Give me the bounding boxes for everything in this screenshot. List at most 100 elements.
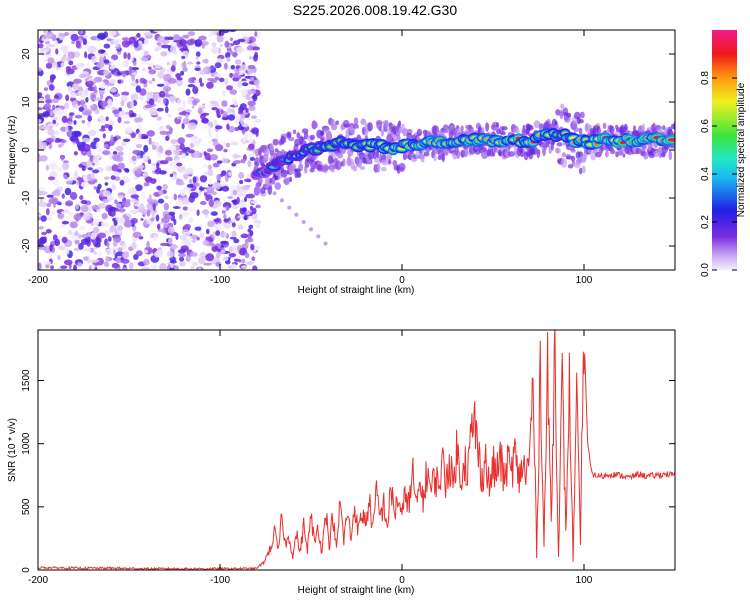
noise-mark xyxy=(145,55,152,59)
noise-mark xyxy=(199,232,205,239)
ridge-halo-mark xyxy=(573,127,580,132)
noise-mark xyxy=(231,98,237,103)
noise-mark xyxy=(129,262,134,270)
noise-mark xyxy=(46,31,54,39)
ridge-halo-mark xyxy=(367,122,373,132)
noise-mark xyxy=(244,196,248,202)
noise-mark xyxy=(188,217,194,224)
noise-mark xyxy=(106,38,112,42)
spectrogram-ytick-label: 10 xyxy=(21,96,32,108)
noise-mark xyxy=(229,37,233,42)
noise-mark xyxy=(50,76,55,83)
noise-mark xyxy=(191,239,197,243)
noise-mark xyxy=(60,45,69,52)
ridge-halo-mark xyxy=(538,123,543,132)
noise-mark xyxy=(231,263,237,270)
noise-mark xyxy=(150,217,155,222)
noise-mark xyxy=(110,246,118,251)
noise-mark xyxy=(249,157,255,161)
noise-mark xyxy=(133,176,139,180)
noise-mark xyxy=(220,250,226,254)
noise-mark xyxy=(130,93,139,102)
noise-mark xyxy=(92,219,100,227)
noise-mark xyxy=(146,209,151,217)
ridge-halo-mark xyxy=(469,128,474,134)
noise-mark xyxy=(109,79,116,84)
noise-mark xyxy=(117,79,122,84)
ridge-halo-mark xyxy=(504,150,511,158)
noise-mark xyxy=(221,90,226,96)
ridge-halo-mark xyxy=(641,123,646,132)
ridge-halo-mark xyxy=(566,112,572,118)
noise-mark xyxy=(223,218,229,223)
noise-mark xyxy=(148,69,157,75)
noise-mark xyxy=(244,241,249,248)
noise-mark xyxy=(86,248,92,252)
noise-mark xyxy=(110,175,116,180)
ridge-halo-mark xyxy=(622,153,626,158)
ridge-halo-mark xyxy=(423,151,430,157)
noise-mark xyxy=(102,133,106,139)
noise-mark xyxy=(120,258,130,264)
noise-mark xyxy=(116,51,122,55)
noise-mark xyxy=(173,193,178,201)
noise-mark xyxy=(181,55,186,60)
noise-mark xyxy=(240,233,249,239)
noise-mark xyxy=(99,81,106,90)
noise-mark xyxy=(146,130,155,137)
noise-mark xyxy=(130,67,140,71)
noise-mark xyxy=(198,77,203,84)
noise-mark xyxy=(80,181,90,188)
noise-mark xyxy=(60,154,64,161)
noise-mark xyxy=(143,83,148,88)
noise-mark xyxy=(143,144,149,153)
noise-mark xyxy=(245,209,251,215)
noise-mark xyxy=(112,248,116,255)
noise-mark xyxy=(74,114,83,119)
noise-mark xyxy=(226,107,232,115)
noise-mark xyxy=(93,137,100,142)
ridge-halo-mark xyxy=(573,162,581,169)
noise-mark xyxy=(164,195,169,200)
noise-mark xyxy=(150,209,154,216)
noise-mark xyxy=(45,217,53,221)
noise-mark xyxy=(93,226,100,234)
noise-mark xyxy=(88,265,92,270)
noise-mark xyxy=(38,67,43,72)
noise-mark xyxy=(156,223,161,230)
noise-mark xyxy=(49,84,55,91)
noise-mark xyxy=(127,52,131,60)
noise-mark xyxy=(231,162,237,167)
noise-mark xyxy=(45,208,50,216)
noise-mark xyxy=(185,88,191,96)
noise-mark xyxy=(130,209,136,214)
noise-mark xyxy=(173,218,177,226)
noise-mark xyxy=(56,167,64,172)
noise-mark xyxy=(221,185,230,192)
noise-mark xyxy=(182,99,186,108)
noise-mark xyxy=(188,77,195,84)
noise-mark xyxy=(241,123,249,128)
noise-mark xyxy=(153,94,158,102)
noise-mark xyxy=(223,148,228,153)
noise-mark xyxy=(106,85,110,92)
noise-mark xyxy=(115,203,122,209)
noise-mark xyxy=(216,160,223,164)
noise-mark xyxy=(187,84,196,88)
noise-mark xyxy=(187,61,194,65)
noise-mark xyxy=(160,242,169,247)
noise-mark xyxy=(182,118,191,125)
noise-mark xyxy=(175,73,182,79)
branch-mark xyxy=(323,241,328,246)
noise-mark xyxy=(75,62,83,70)
noise-mark xyxy=(229,246,233,253)
snr-frame xyxy=(37,329,676,571)
noise-mark xyxy=(207,164,212,170)
noise-mark xyxy=(191,105,195,109)
noise-mark xyxy=(245,261,255,265)
ridge-halo-mark xyxy=(386,133,394,144)
noise-mark xyxy=(211,243,216,248)
noise-mark xyxy=(86,160,92,166)
noise-mark xyxy=(131,155,137,162)
